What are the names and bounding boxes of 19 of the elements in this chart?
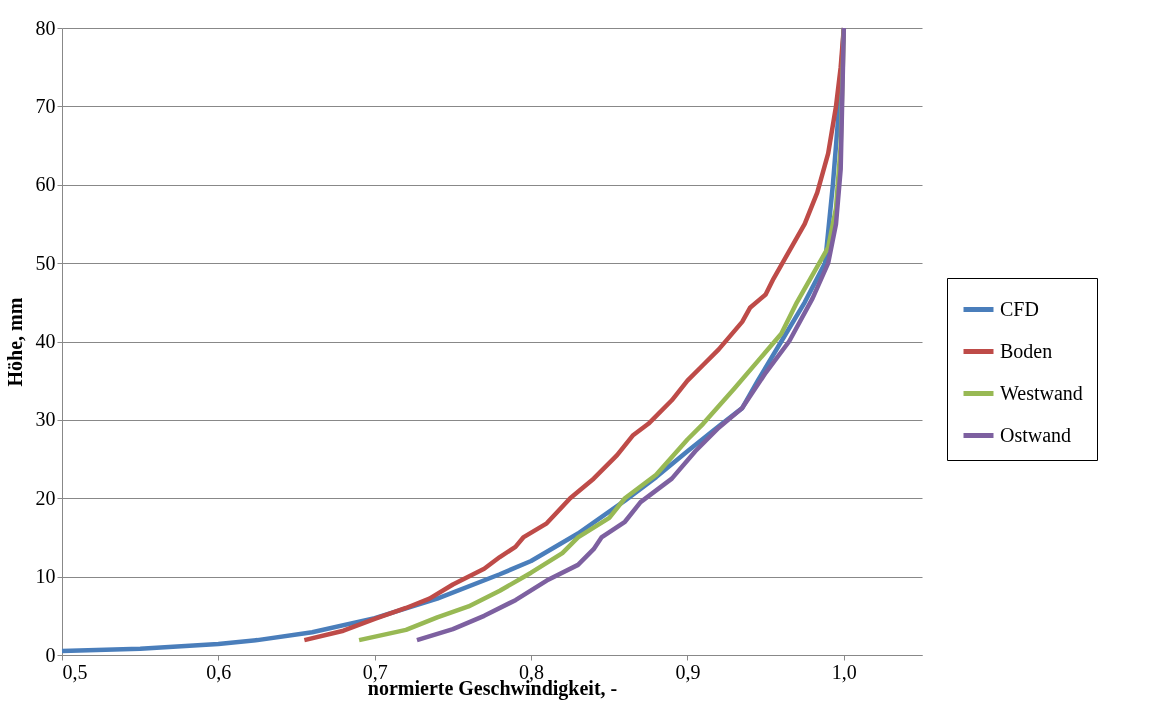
legend-label: Ostwand: [1000, 423, 1072, 446]
y-tick-label: 80: [35, 16, 56, 39]
x-tick-label: 0,8: [519, 660, 545, 683]
x-tick-label: 0,9: [675, 660, 701, 683]
x-tick-label: 0,6: [206, 660, 232, 683]
y-tick-label: 30: [35, 408, 56, 431]
x-tick-label: 0,5: [62, 660, 88, 683]
y-tick-label: 50: [35, 251, 56, 274]
legend-label: CFD: [1000, 297, 1039, 320]
y-tick-label: 70: [35, 94, 56, 117]
legend-label: Boden: [1000, 339, 1053, 362]
y-tick-label: 60: [35, 173, 56, 196]
y-tick-label: 10: [35, 565, 56, 588]
x-tick-label: 1,0: [831, 660, 857, 683]
legend-label: Westwand: [1000, 381, 1083, 404]
y-tick-label: 0: [45, 643, 56, 666]
y-tick-label: 40: [35, 330, 56, 352]
y-axis-title: Höhe, mm: [3, 297, 26, 387]
y-tick-label: 20: [35, 486, 56, 509]
